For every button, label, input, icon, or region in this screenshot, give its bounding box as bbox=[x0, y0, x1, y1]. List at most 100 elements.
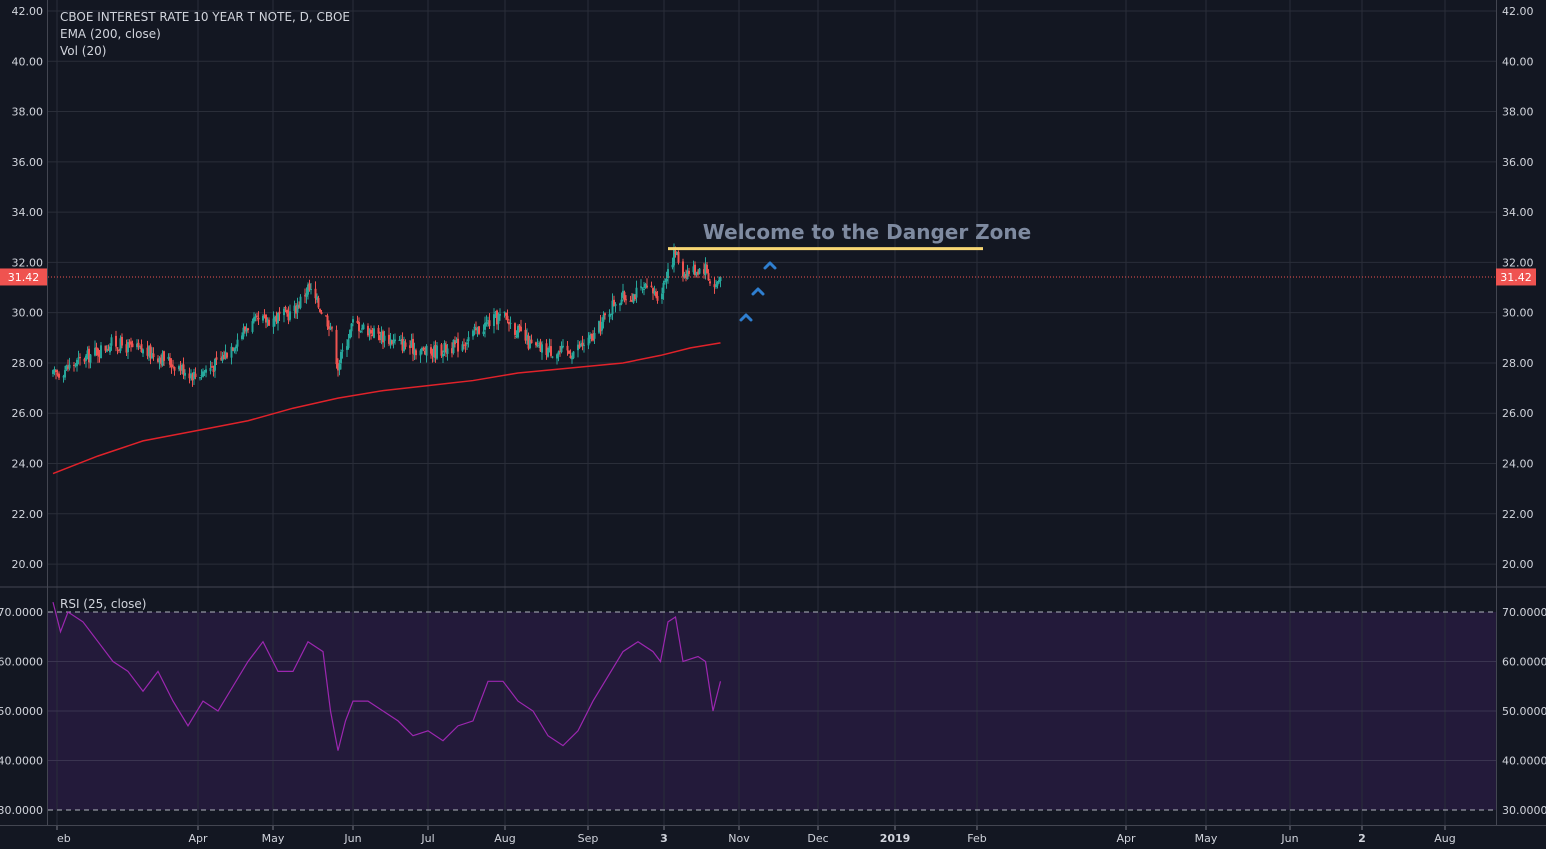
candle-body bbox=[85, 355, 87, 361]
candle-body bbox=[116, 347, 119, 349]
danger-zone-annotation[interactable]: Welcome to the Danger Zone bbox=[703, 220, 1031, 244]
up-arrow-icon[interactable] bbox=[763, 261, 777, 270]
price-tick-label: 38.00 bbox=[12, 106, 44, 119]
candle-body bbox=[569, 355, 572, 358]
symbol-title[interactable]: CBOE INTEREST RATE 10 YEAR T NOTE, D, CB… bbox=[60, 10, 350, 24]
candle-body bbox=[88, 348, 90, 363]
candle-body bbox=[191, 374, 194, 381]
price-tick-label: 30.00 bbox=[1502, 307, 1534, 320]
candle-body bbox=[592, 335, 594, 341]
candle-body bbox=[388, 334, 390, 344]
candle-body bbox=[496, 310, 498, 325]
candle-body bbox=[698, 268, 701, 274]
candle-body bbox=[718, 280, 720, 283]
candle-body bbox=[304, 295, 306, 297]
time-tick-label: Aug bbox=[1434, 832, 1455, 845]
time-tick-label: 3 bbox=[660, 832, 668, 845]
candle-body bbox=[383, 335, 386, 341]
candle-body bbox=[517, 326, 519, 338]
price-tick-label: 42.00 bbox=[1502, 5, 1534, 18]
candle-body bbox=[328, 326, 330, 330]
price-tick-label: 34.00 bbox=[1502, 206, 1534, 219]
candle-body bbox=[367, 325, 369, 336]
candle-body bbox=[257, 318, 260, 320]
candle-body bbox=[356, 320, 359, 323]
candle-body bbox=[382, 331, 384, 343]
price-tick-label: 22.00 bbox=[12, 508, 44, 521]
candle-body bbox=[337, 363, 339, 371]
candle-body bbox=[223, 354, 225, 359]
ema-line[interactable] bbox=[52, 342, 721, 475]
candle-body bbox=[475, 328, 477, 331]
last-price-tag-left: 31.42 bbox=[0, 268, 47, 286]
candle-body bbox=[482, 331, 485, 335]
candle-body bbox=[205, 369, 207, 373]
candle-body bbox=[401, 338, 404, 351]
candle-body bbox=[278, 311, 281, 314]
candle-body bbox=[289, 311, 291, 320]
candle-body bbox=[713, 284, 716, 288]
candle-body bbox=[139, 345, 141, 347]
candle-body bbox=[265, 314, 267, 323]
price-tick-label: 22.00 bbox=[1502, 508, 1534, 521]
candle-body bbox=[688, 270, 690, 274]
candle-body bbox=[442, 354, 444, 357]
candle-body bbox=[118, 349, 120, 351]
time-tick-label: Feb bbox=[967, 832, 986, 845]
rsi-legend[interactable]: RSI (25, close) bbox=[60, 597, 146, 611]
ema-legend[interactable]: EMA (200, close) bbox=[60, 27, 161, 41]
candle-body bbox=[286, 309, 288, 314]
candle-body bbox=[199, 377, 201, 379]
candle-body bbox=[338, 363, 341, 370]
candle-body bbox=[98, 353, 101, 357]
candle-body bbox=[158, 358, 161, 362]
candle-body bbox=[350, 323, 353, 332]
candle-body bbox=[694, 264, 696, 276]
candle-body bbox=[110, 337, 113, 346]
candle-body bbox=[550, 346, 552, 356]
candle-body bbox=[665, 278, 668, 282]
candle-body bbox=[220, 358, 222, 360]
candle-body bbox=[203, 371, 206, 373]
candle-body bbox=[266, 319, 269, 323]
candle-body bbox=[340, 351, 342, 364]
candle-body bbox=[236, 339, 239, 347]
candle-body bbox=[325, 315, 327, 317]
candle-body bbox=[107, 348, 110, 351]
candle-body bbox=[320, 312, 323, 314]
candle-body bbox=[677, 251, 680, 263]
candle-body bbox=[58, 373, 60, 378]
up-arrow-icon[interactable] bbox=[739, 313, 753, 322]
candle-body bbox=[536, 345, 539, 347]
candle-body bbox=[598, 321, 600, 333]
volume-legend[interactable]: Vol (20) bbox=[60, 44, 106, 58]
rsi-line[interactable] bbox=[52, 601, 722, 751]
candle-body bbox=[493, 314, 495, 326]
candle-body bbox=[193, 371, 195, 379]
candle-body bbox=[664, 280, 666, 283]
candle-body bbox=[317, 298, 320, 308]
candle-body bbox=[601, 321, 603, 331]
candle-body bbox=[473, 326, 476, 329]
candle-body bbox=[719, 276, 722, 282]
candle-body bbox=[275, 316, 278, 322]
candle-body bbox=[505, 312, 507, 316]
candle-body bbox=[478, 326, 480, 334]
candle-body bbox=[230, 346, 233, 358]
candle-body bbox=[163, 351, 165, 361]
price-tick-label: 38.00 bbox=[1502, 106, 1534, 119]
candle-body bbox=[436, 345, 438, 359]
candle-body bbox=[157, 358, 159, 362]
candle-body bbox=[136, 343, 138, 348]
candle-body bbox=[119, 338, 122, 351]
candle-body bbox=[295, 306, 297, 314]
candle-body bbox=[503, 311, 506, 313]
up-arrow-icon[interactable] bbox=[751, 287, 765, 296]
candle-body bbox=[380, 331, 383, 340]
candle-body bbox=[433, 346, 435, 358]
candle-body bbox=[389, 339, 392, 345]
candle-body bbox=[526, 334, 528, 340]
time-tick-label: Apr bbox=[1116, 832, 1136, 845]
candle-body bbox=[454, 341, 456, 345]
candle-body bbox=[86, 350, 89, 357]
